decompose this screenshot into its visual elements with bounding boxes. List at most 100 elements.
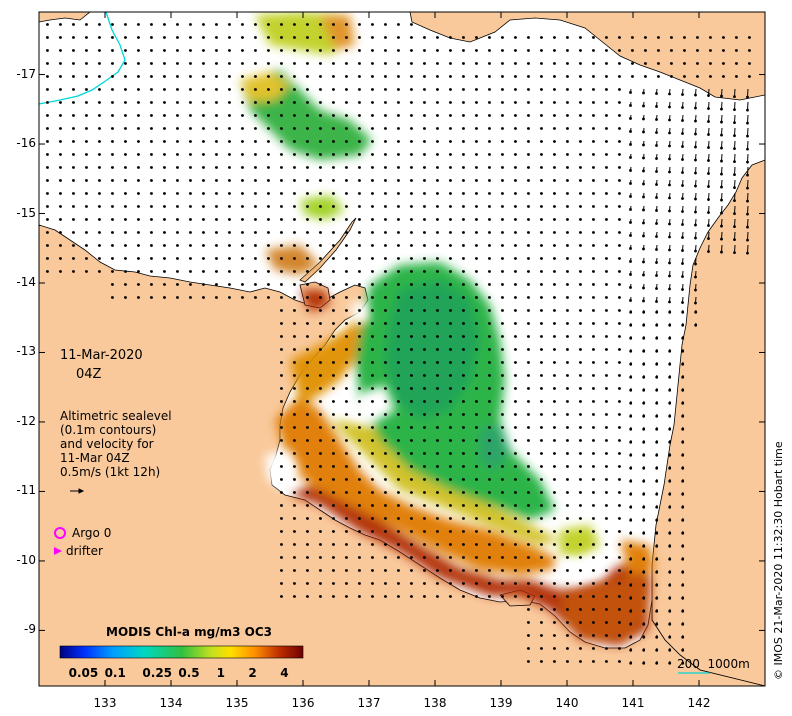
colorbar-tick-label: 0.05 xyxy=(68,666,99,680)
velocity-arrow-head xyxy=(228,218,231,221)
velocity-arrow-head xyxy=(514,374,517,377)
velocity-arrow-head xyxy=(319,205,322,208)
velocity-arrow-head xyxy=(514,283,517,286)
colorbar-tick-label: 2 xyxy=(248,666,257,680)
velocity-arrow-head xyxy=(332,166,335,169)
velocity-arrow-head xyxy=(137,36,140,39)
velocity-arrow-head xyxy=(137,127,140,130)
velocity-arrow-head xyxy=(345,75,348,78)
velocity-arrow-head xyxy=(72,75,75,78)
velocity-arrow-head xyxy=(668,105,671,109)
velocity-arrow-head xyxy=(241,140,244,143)
velocity-arrow-head xyxy=(553,296,556,299)
velocity-arrow-head xyxy=(657,62,660,65)
velocity-arrow-head xyxy=(371,257,374,260)
velocity-arrow-head xyxy=(384,426,387,429)
velocity-arrow-head xyxy=(566,62,569,65)
velocity-arrow-head xyxy=(345,101,348,104)
velocity-arrow-head xyxy=(358,387,361,390)
velocity-arrow-head xyxy=(137,231,140,234)
velocity-arrow-head xyxy=(449,530,452,533)
velocity-arrow-head xyxy=(553,192,556,195)
velocity-arrow-head xyxy=(501,218,504,221)
velocity-arrow-head xyxy=(668,375,672,379)
velocity-arrow-head xyxy=(384,530,387,533)
velocity-arrow-head xyxy=(592,413,595,416)
velocity-arrow-head xyxy=(527,374,530,377)
velocity-arrow-head xyxy=(668,583,672,587)
velocity-arrow-head xyxy=(746,134,749,138)
velocity-arrow-head xyxy=(332,595,335,598)
velocity-arrow-head xyxy=(371,517,374,520)
velocity-arrow-head xyxy=(681,349,685,353)
velocity-arrow-head xyxy=(449,322,452,325)
velocity-arrow-head xyxy=(540,400,543,403)
velocity-arrow-head xyxy=(681,145,684,148)
velocity-arrow-head xyxy=(566,361,569,364)
velocity-arrow-head xyxy=(306,322,309,325)
velocity-arrow-head xyxy=(267,166,270,169)
velocity-arrow-head xyxy=(332,153,335,156)
velocity-arrow-head xyxy=(720,133,723,137)
velocity-arrow-head xyxy=(332,179,335,182)
velocity-arrow-head xyxy=(668,544,672,548)
velocity-arrow-head xyxy=(655,583,659,587)
velocity-arrow-head xyxy=(358,439,361,442)
velocity-arrow-head xyxy=(85,218,88,221)
velocity-arrow-head xyxy=(618,153,621,156)
velocity-arrow-head xyxy=(228,296,231,299)
velocity-arrow-head xyxy=(514,192,517,195)
velocity-arrow-head xyxy=(618,374,621,377)
velocity-arrow-head xyxy=(566,75,569,78)
velocity-arrow-head xyxy=(462,192,465,195)
velocity-arrow-head xyxy=(280,205,283,208)
velocity-arrow-head xyxy=(655,144,658,147)
velocity-arrow-head xyxy=(410,491,413,494)
velocity-arrow-head xyxy=(202,36,205,39)
velocity-arrow-head xyxy=(332,517,335,520)
velocity-arrow-head xyxy=(423,166,426,169)
velocity-arrow-head xyxy=(371,49,374,52)
velocity-arrow-head xyxy=(527,465,530,468)
velocity-arrow-head xyxy=(605,439,608,442)
velocity-arrow-head xyxy=(358,452,361,455)
velocity-arrow-head xyxy=(707,146,710,149)
velocity-arrow-head xyxy=(618,439,621,442)
velocity-arrow-head xyxy=(267,140,270,143)
velocity-arrow-head xyxy=(111,257,114,260)
velocity-arrow-head xyxy=(655,479,659,483)
velocity-arrow-head xyxy=(746,173,749,177)
velocity-arrow-head xyxy=(397,387,400,390)
velocity-arrow-head xyxy=(670,62,673,65)
velocity-arrow-head xyxy=(655,531,659,535)
velocity-arrow-head xyxy=(345,530,348,533)
velocity-arrow-head xyxy=(228,49,231,52)
velocity-arrow-head xyxy=(566,205,569,208)
velocity-arrow-head xyxy=(267,257,270,260)
velocity-arrow-head xyxy=(579,361,582,364)
velocity-arrow-head xyxy=(202,127,205,130)
velocity-arrow-head xyxy=(566,465,569,468)
velocity-arrow-head xyxy=(384,205,387,208)
velocity-arrow-head xyxy=(46,62,49,65)
velocity-arrow-head xyxy=(358,582,361,585)
velocity-arrow-head xyxy=(462,270,465,273)
velocity-arrow-head xyxy=(436,491,439,494)
velocity-arrow-head xyxy=(681,362,685,366)
velocity-arrow-head xyxy=(280,543,283,546)
velocity-arrow-head xyxy=(189,23,192,26)
velocity-arrow-head xyxy=(720,146,723,150)
velocity-arrow-head xyxy=(694,223,697,227)
velocity-arrow-head xyxy=(629,531,633,535)
velocity-arrow-head xyxy=(124,205,127,208)
velocity-arrow-head xyxy=(605,387,608,390)
velocity-arrow-head xyxy=(228,205,231,208)
velocity-arrow-head xyxy=(189,257,192,260)
velocity-arrow-head xyxy=(384,166,387,169)
velocity-arrow-head xyxy=(735,62,738,65)
velocity-arrow-head xyxy=(579,283,582,286)
velocity-arrow-head xyxy=(397,348,400,351)
velocity-arrow-head xyxy=(681,288,684,291)
velocity-arrow-head xyxy=(72,88,75,91)
velocity-arrow-head xyxy=(397,75,400,78)
